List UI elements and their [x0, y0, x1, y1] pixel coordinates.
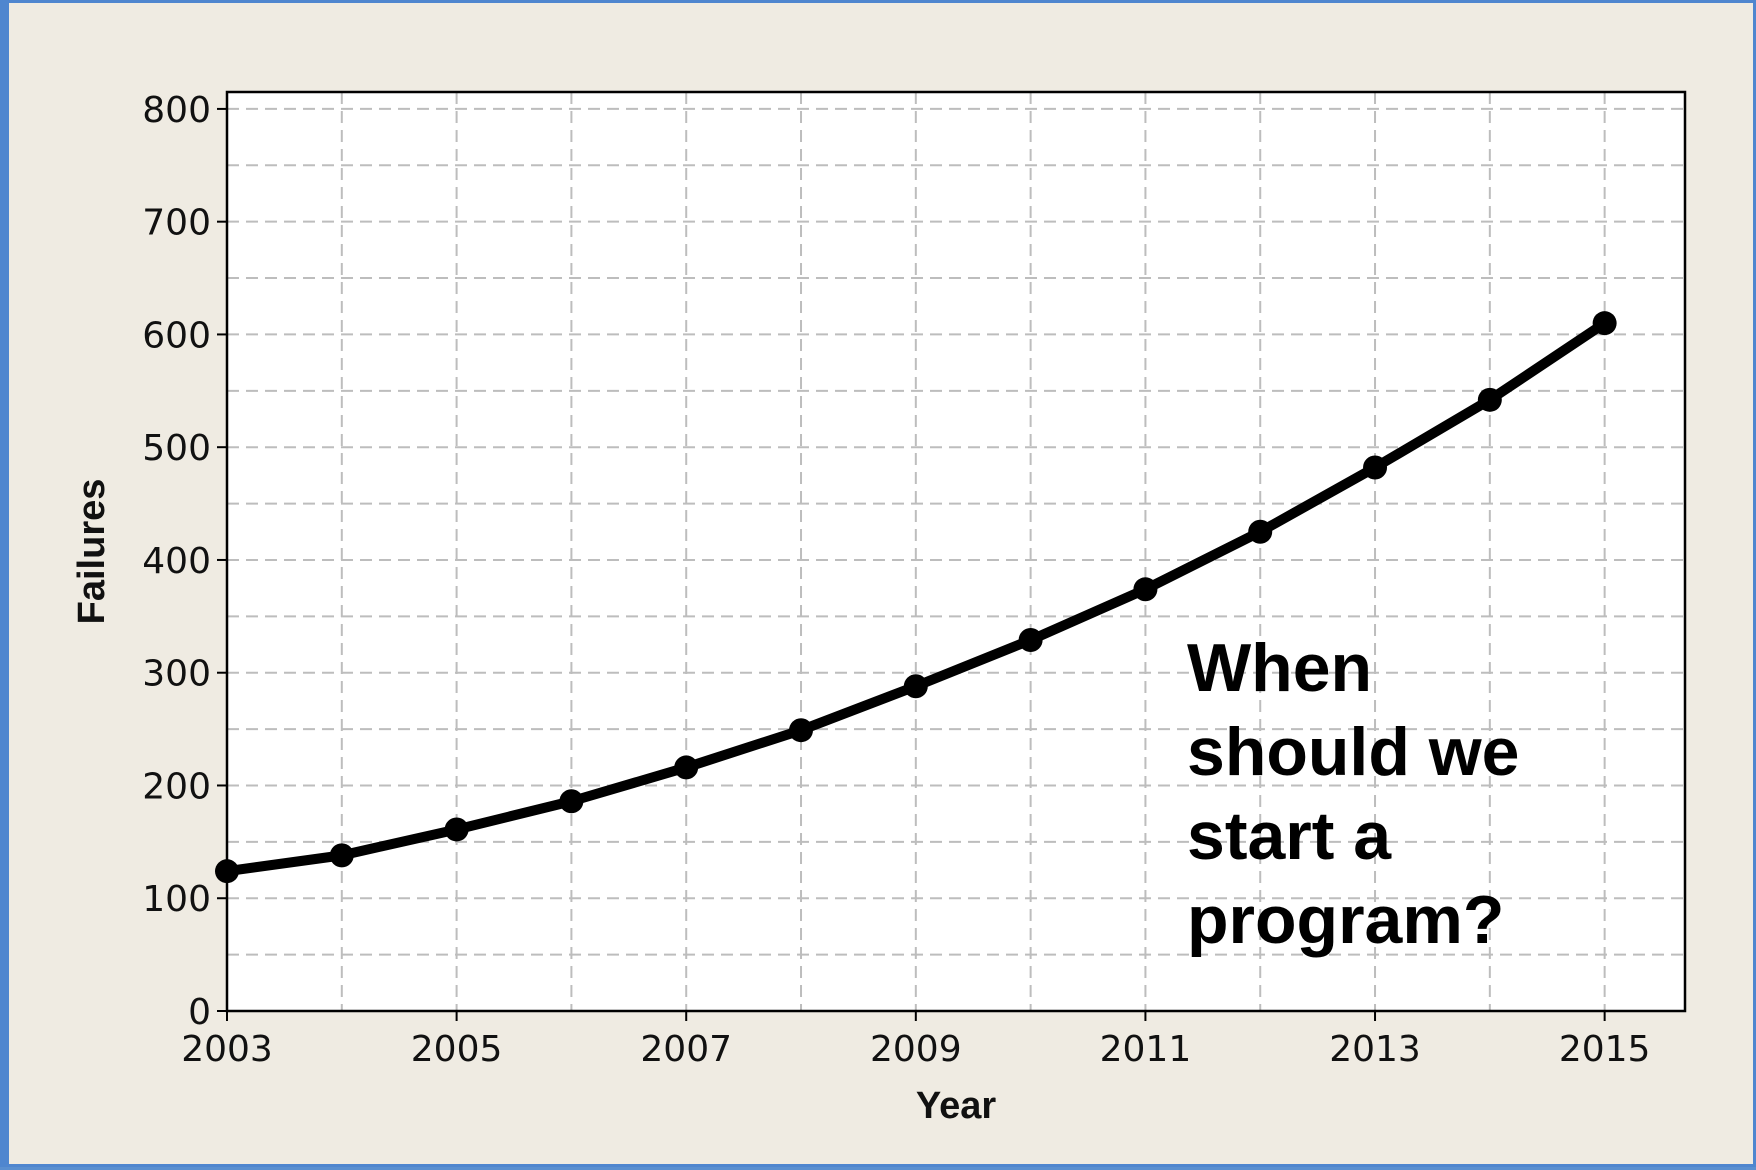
y-tick-label: 300 [142, 654, 211, 695]
data-point [215, 859, 239, 884]
y-tick-label: 700 [142, 203, 211, 244]
y-tick-label: 0 [188, 992, 211, 1033]
y-tick-label: 400 [142, 541, 211, 582]
x-tick-label: 2013 [1329, 1029, 1421, 1070]
annotation-line-1: When [1187, 630, 1372, 706]
data-point [1363, 455, 1388, 480]
x-tick-label: 2003 [181, 1029, 273, 1070]
y-tick-label: 200 [142, 766, 211, 807]
x-tick-label: 2009 [870, 1029, 962, 1070]
x-tick-label: 2005 [411, 1029, 503, 1070]
plot-border [225, 90, 1687, 1013]
data-point [1248, 519, 1273, 544]
y-tick-label: 500 [142, 428, 211, 469]
annotation-line-4: program? [1187, 882, 1504, 958]
data-point [1133, 577, 1158, 602]
data-point [674, 755, 699, 780]
x-tick-label: 2007 [640, 1029, 732, 1070]
annotation-line-2: should we [1187, 714, 1519, 790]
data-point [1018, 628, 1043, 653]
y-tick-label: 800 [142, 90, 211, 131]
data-point [1477, 387, 1502, 412]
annotation-line-3: start a [1187, 798, 1392, 874]
line-chart: 2003 2005 2007 2009 2011 2013 2015 0 100 200 300 40… [71, 90, 1687, 1127]
series-layer [215, 311, 1617, 884]
x-tick-label: 2011 [1100, 1029, 1192, 1070]
x-axis-title: Year [916, 1085, 997, 1127]
y-axis-title: Failures [71, 479, 113, 625]
data-point [903, 674, 928, 699]
plot-area [227, 92, 1685, 1011]
data-point [789, 718, 814, 743]
x-tick-label: 2015 [1559, 1029, 1651, 1070]
data-point [559, 789, 584, 814]
axis-ticks: 2003 2005 2007 2009 2011 2013 2015 0 100 200 300 40… [142, 90, 1650, 1070]
annotation-text: When should we start a program? [1187, 630, 1538, 958]
data-point [1592, 311, 1617, 336]
y-tick-label: 100 [142, 879, 211, 920]
y-tick-label: 600 [142, 315, 211, 356]
data-point [329, 843, 354, 868]
data-point [444, 817, 469, 842]
